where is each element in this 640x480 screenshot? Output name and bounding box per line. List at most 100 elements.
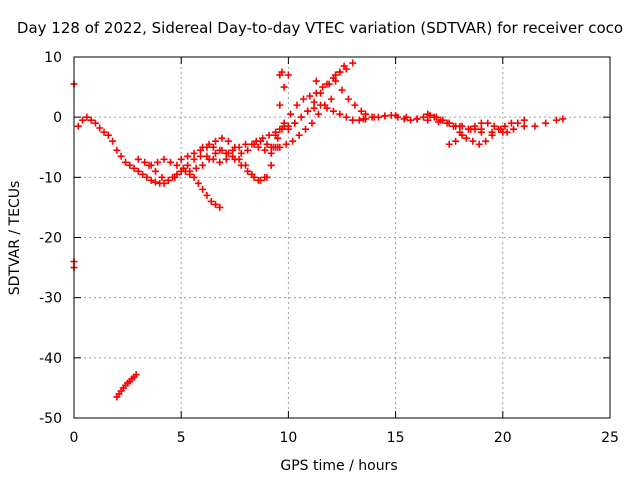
data-point	[139, 170, 147, 178]
data-point	[83, 113, 91, 121]
y-tick-label: -40	[39, 351, 62, 367]
data-point	[280, 83, 288, 91]
data-point	[287, 110, 295, 118]
data-point	[289, 137, 297, 145]
data-point	[359, 115, 367, 123]
x-tick-label: 5	[177, 430, 186, 446]
data-point	[79, 116, 87, 124]
series-s2	[134, 125, 284, 184]
data-point	[113, 146, 121, 154]
data-point	[158, 173, 166, 181]
data-point	[312, 77, 320, 85]
data-point	[121, 158, 129, 166]
data-point	[134, 155, 142, 163]
data-point	[469, 137, 477, 145]
data-point	[190, 173, 198, 181]
data-point	[520, 116, 528, 124]
data-point	[407, 116, 415, 124]
data-point	[229, 152, 237, 160]
data-point	[235, 155, 243, 163]
data-point	[458, 131, 466, 139]
y-tick-label: -30	[39, 291, 62, 307]
data-point	[267, 143, 275, 151]
data-point	[325, 80, 333, 88]
data-point	[242, 140, 250, 148]
data-point	[186, 167, 194, 175]
data-point	[520, 122, 528, 130]
data-point	[501, 122, 509, 130]
data-point	[482, 137, 490, 145]
data-point	[166, 158, 174, 166]
data-point	[295, 131, 303, 139]
data-point	[552, 116, 560, 124]
data-point	[338, 86, 346, 94]
data-point	[370, 113, 378, 121]
data-point	[503, 128, 511, 136]
data-point	[160, 155, 168, 163]
data-point	[222, 149, 230, 157]
data-point	[192, 164, 200, 172]
data-point	[261, 146, 269, 154]
data-point	[542, 119, 550, 127]
data-point	[244, 146, 252, 154]
data-point	[91, 119, 99, 127]
y-tick-label: 10	[44, 50, 62, 66]
y-tick-label: -50	[39, 411, 62, 427]
x-tick-label: 15	[387, 430, 405, 446]
series-s3	[145, 119, 288, 184]
data-point	[323, 104, 331, 112]
data-point	[216, 158, 224, 166]
data-point	[336, 68, 344, 76]
data-point	[224, 137, 232, 145]
data-point	[104, 131, 112, 139]
series-s1	[74, 113, 224, 211]
data-point	[207, 197, 215, 205]
data-point	[173, 161, 181, 169]
data-point	[332, 77, 340, 85]
data-point	[317, 101, 325, 109]
data-point	[184, 152, 192, 160]
data-point	[117, 152, 125, 160]
data-point	[349, 116, 357, 124]
x-axis-label: GPS time / hours	[280, 458, 397, 474]
data-point	[280, 122, 288, 130]
x-tick-label: 0	[70, 430, 79, 446]
data-point	[424, 110, 432, 118]
data-point	[449, 122, 457, 130]
y-axis-label: SDTVAR / TECUs	[7, 181, 23, 296]
data-point	[109, 137, 117, 145]
data-point	[132, 371, 140, 379]
data-point	[184, 161, 192, 169]
data-point	[293, 101, 301, 109]
data-point	[190, 149, 198, 157]
data-point	[344, 95, 352, 103]
data-point	[413, 115, 421, 123]
data-point	[402, 113, 410, 121]
data-point	[199, 143, 207, 151]
data-point	[141, 158, 149, 166]
data-point	[332, 71, 340, 79]
data-point	[430, 113, 438, 121]
data-point	[514, 119, 522, 127]
data-point	[212, 137, 220, 145]
data-point	[437, 116, 445, 124]
data-point	[151, 167, 159, 175]
data-point	[164, 176, 172, 184]
data-point	[327, 95, 335, 103]
series-s10	[424, 110, 528, 148]
data-point	[297, 113, 305, 121]
data-point	[154, 158, 162, 166]
x-tick-label: 25	[601, 430, 619, 446]
data-point	[276, 101, 284, 109]
data-point	[237, 149, 245, 157]
data-point	[212, 200, 220, 208]
data-point	[203, 191, 211, 199]
data-point	[349, 59, 357, 67]
data-point	[263, 140, 271, 148]
data-point	[291, 119, 299, 127]
data-point	[199, 185, 207, 193]
data-point	[194, 179, 202, 187]
data-point	[319, 83, 327, 91]
data-point	[284, 125, 292, 133]
